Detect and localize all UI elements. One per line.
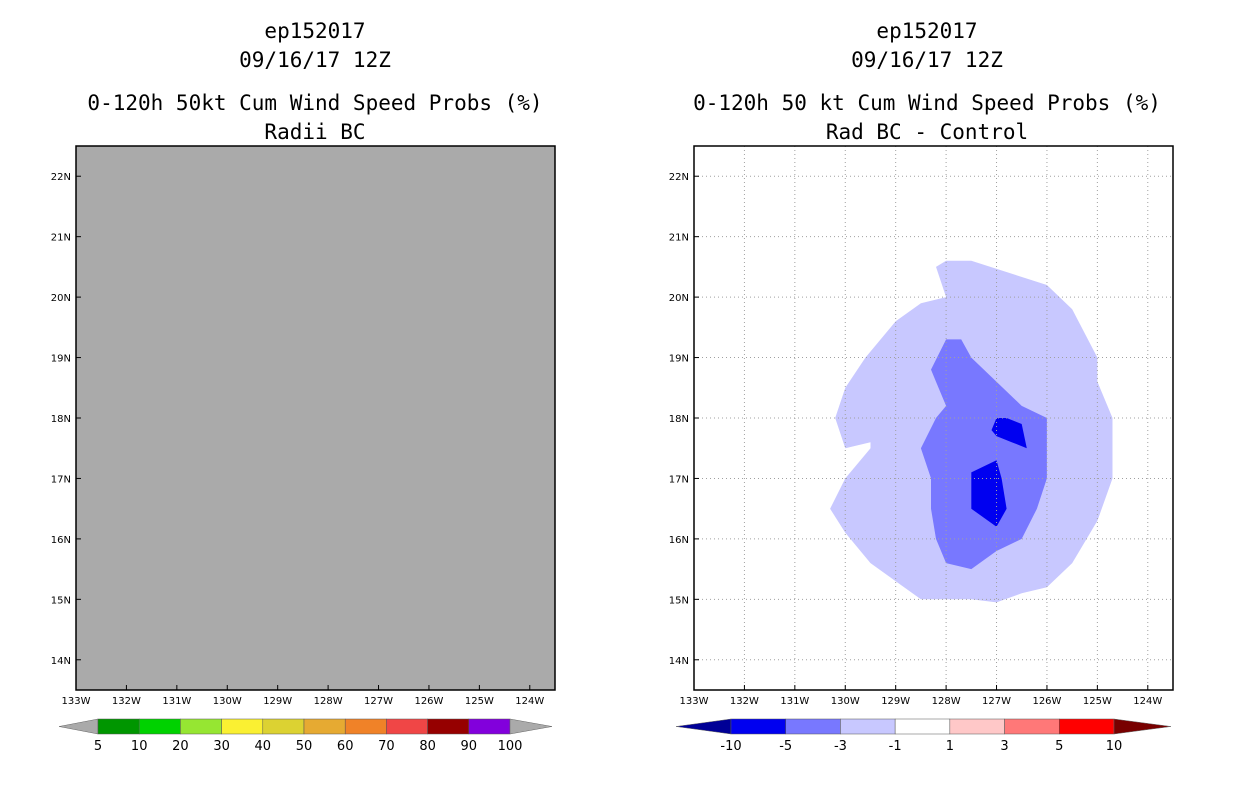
y-tick-label: 15N: [51, 595, 71, 606]
x-tick-label: 129W: [263, 696, 292, 707]
y-tick-label: 22N: [669, 172, 689, 183]
chart-panel-right: ep152017 09/16/17 12Z 0-120h 50 kt Cum Win…: [669, 19, 1174, 754]
colorbar-label: 50: [296, 739, 313, 754]
colorbar-segment: [386, 718, 428, 735]
chart-title-line: Radii BC: [264, 120, 365, 144]
y-tick-label: 19N: [669, 354, 689, 365]
y-tick-label: 20N: [669, 293, 689, 304]
colorbar-segment: [427, 718, 470, 735]
y-tick-label: 21N: [669, 233, 689, 244]
x-tick-label: 127W: [982, 696, 1011, 707]
colorbar-segment: [221, 718, 264, 735]
colorbar-left-arrow: [675, 718, 732, 735]
colorbar-segment: [894, 718, 951, 735]
y-tick-label: 18N: [51, 414, 71, 425]
x-tick-label: 126W: [1032, 696, 1061, 707]
colorbar-label: 60: [337, 739, 354, 754]
x-tick-label: 128W: [932, 696, 961, 707]
colorbar-segment: [949, 718, 1005, 735]
y-tick-label: 17N: [669, 474, 689, 485]
chart-title-line: 09/16/17 12Z: [239, 48, 391, 72]
y-tick-label: 20N: [51, 293, 71, 304]
colorbar-segment: [1059, 718, 1115, 735]
y-tick-label: 22N: [51, 172, 71, 183]
x-tick-label: 124W: [515, 696, 544, 707]
chart-panel-left: ep152017 09/16/17 12Z 0-120h 50kt Cum Wind…: [51, 19, 556, 754]
y-tick-label: 19N: [51, 354, 71, 365]
chart-title-line: 09/16/17 12Z: [851, 48, 1003, 72]
colorbar-label: -3: [834, 739, 847, 754]
y-tick-label: 14N: [669, 656, 689, 667]
colorbar-segment: [262, 718, 305, 735]
contour-region: [920, 339, 1047, 570]
y-tick-label: 16N: [669, 535, 689, 546]
x-tick-label: 125W: [465, 696, 494, 707]
colorbar-label: 10: [1106, 739, 1123, 754]
x-tick-label: 126W: [414, 696, 443, 707]
colorbar-label: 70: [378, 739, 395, 754]
colorbar-segment: [840, 718, 896, 735]
colorbar-segment: [303, 718, 346, 735]
y-tick-label: 21N: [51, 233, 71, 244]
colorbar-label: 1: [946, 739, 954, 754]
colorbar-right-arrow: [509, 718, 553, 735]
colorbar-segment: [1004, 718, 1060, 735]
x-tick-label: 131W: [780, 696, 809, 707]
colorbar-left-arrow: [58, 718, 99, 735]
colorbar-label: 40: [255, 739, 272, 754]
x-tick-label: 132W: [730, 696, 759, 707]
colorbar-label: 10: [131, 739, 148, 754]
chart-title-line: 0-120h 50kt Cum Wind Speed Probs (%): [87, 91, 542, 115]
y-tick-label: 17N: [51, 474, 71, 485]
x-tick-label: 128W: [314, 696, 343, 707]
colorbar-segment: [180, 718, 222, 735]
colorbar-label: 3: [1000, 739, 1008, 754]
colorbar-label: 90: [461, 739, 478, 754]
colorbar-segment: [468, 718, 511, 735]
x-tick-label: 133W: [680, 696, 709, 707]
colorbar-segment: [785, 718, 841, 735]
colorbar-label: 100: [498, 739, 523, 754]
colorbar-segment: [138, 718, 181, 735]
x-tick-label: 132W: [112, 696, 141, 707]
contour-region: [971, 460, 1007, 527]
colorbar-label: 5: [94, 739, 102, 754]
colorbar-label: 5: [1055, 739, 1063, 754]
colorbar-segment: [97, 718, 140, 735]
colorbar-label: -1: [889, 739, 902, 754]
colorbar-right-arrow: [1113, 718, 1172, 735]
chart-title-line: 0-120h 50 kt Cum Wind Speed Probs (%): [693, 91, 1161, 115]
chart-title-line: Rad BC - Control: [826, 120, 1028, 144]
x-tick-label: 130W: [831, 696, 860, 707]
x-tick-label: 133W: [62, 696, 91, 707]
x-tick-label: 129W: [881, 696, 910, 707]
chart-title-line: ep152017: [264, 19, 365, 43]
x-tick-label: 130W: [213, 696, 242, 707]
colorbar-segment: [730, 718, 786, 735]
colorbar-label: 30: [213, 739, 230, 754]
colorbar-label: 20: [172, 739, 189, 754]
chart-title-line: ep152017: [876, 19, 977, 43]
colorbar-label: -5: [779, 739, 792, 754]
x-tick-label: 127W: [364, 696, 393, 707]
colorbar-label: 80: [419, 739, 436, 754]
y-tick-label: 14N: [51, 656, 71, 667]
y-tick-label: 18N: [669, 414, 689, 425]
colorbar-label: -10: [720, 739, 741, 754]
colorbar-segment: [344, 718, 387, 735]
plot-background: [76, 146, 555, 690]
x-tick-label: 125W: [1083, 696, 1112, 707]
y-tick-label: 16N: [51, 535, 71, 546]
x-tick-label: 131W: [162, 696, 191, 707]
y-tick-label: 15N: [669, 595, 689, 606]
x-tick-label: 124W: [1133, 696, 1162, 707]
contour-region: [991, 418, 1027, 449]
